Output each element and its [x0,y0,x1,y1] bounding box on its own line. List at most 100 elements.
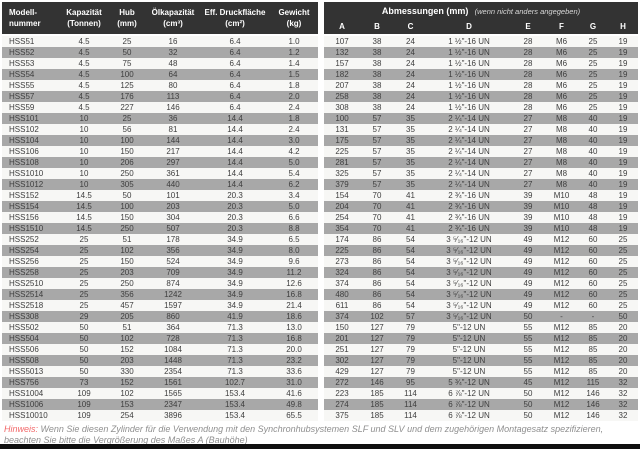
table-cell: 20 [618,345,628,354]
table-cell: 20 [618,334,628,343]
table-cell: 2347 [164,400,182,409]
table-cell: 297 [166,158,180,167]
table-cell: 14.4 [227,169,243,178]
dimensions-table-body: 107 38 24 1 ½"-16 UN 28 M6 25 19 132 38 24 1 ½"-16 … [324,36,638,421]
table-cell: 1 ½"-16 UN [448,37,490,46]
table-cell: 27 [523,114,533,123]
table-cell: 19 [618,70,628,79]
table-cell: 258 [335,92,349,101]
specs-table-header: Modell- nummer Kapazität (Tonnen) Hub (m… [2,2,318,36]
col-header-G: G [578,19,608,36]
table-cell: 250 [120,224,134,233]
spec-tables-container: Modell- nummer Kapazität (Tonnen) Hub (m… [2,2,638,421]
table-cell: M12 [553,356,570,365]
table-cell: M6 [555,81,568,90]
table-cell: 3 ⁵⁄₁₆"-12 UN [446,246,492,255]
col-header-pressure-area: Eff. Druckfläche (cm²) [200,2,270,36]
table-row: HSS1010 10 250 361 14.4 5.4 [2,168,318,179]
table-cell: 60 [588,279,598,288]
table-cell: 24 [406,92,415,101]
table-row: HSS10010 109 254 3896 153.4 65.5 [2,410,318,421]
table-cell: 1 ½"-16 UN [448,81,490,90]
table-cell: 85 [588,323,598,332]
table-cell: 34.9 [227,301,243,310]
table-cell: 71.3 [227,367,243,376]
table-cell: 5.0 [288,202,300,211]
table-cell: 127 [370,345,384,354]
table-cell: 254 [120,411,134,420]
table-cell: 25 [588,81,598,90]
table-cell: 27 [523,169,533,178]
table-cell: 728 [166,334,180,343]
table-cell: 54 [406,246,415,255]
table-row: 308 38 24 1 ½"-16 UN 28 M6 25 19 [324,102,638,113]
table-cell: 2 ¼"-14 UN [448,147,490,156]
table-cell: 16.8 [286,290,302,299]
table-cell: 153.4 [224,400,246,409]
table-cell: 25 [618,279,628,288]
table-cell: 40 [588,136,598,145]
table-cell: 225 [335,147,349,156]
table-cell: 50 [523,389,533,398]
table-cell: 25 [79,268,89,277]
table-cell: 102 [120,389,134,398]
table-cell: M12 [553,257,570,266]
table-row: HSS508 50 203 1448 71.3 23.2 [2,355,318,366]
table-cell: 127 [370,356,384,365]
col-header-model-line2: nummer [9,19,41,28]
table-cell: 10 [79,180,89,189]
table-cell: HSS52 [9,48,35,57]
table-cell: HSS258 [9,268,39,277]
table-row: 131 57 35 2 ¼"-14 UN 27 M8 40 19 [324,124,638,135]
table-cell: 20.3 [227,202,243,211]
table-cell: HSS1004 [9,389,44,398]
table-cell: 109 [77,411,91,420]
table-cell: HSS508 [9,356,39,365]
table-cell: 48 [588,191,598,200]
table-cell: 174 [335,235,349,244]
table-cell: 203 [166,202,180,211]
table-cell: 32 [618,378,628,387]
table-row: HSS59 4.5 227 146 6.4 2.4 [2,102,318,113]
table-cell: 80 [168,81,178,90]
table-cell: 308 [335,103,349,112]
table-cell: 3.4 [288,191,300,200]
table-cell: 379 [335,180,349,189]
table-cell: 8.0 [288,246,300,255]
col-header-F: F [545,19,578,36]
table-cell: 50 [79,367,89,376]
table-cell: 31.0 [286,378,302,387]
table-cell: 71.3 [227,334,243,343]
table-cell: 19 [618,103,628,112]
table-row: HSS756 73 152 1561 102.7 31.0 [2,377,318,388]
table-cell: 71.3 [227,356,243,365]
table-row: 374 102 57 3 ⁵⁄₁₆"-12 UN 50 - - 50 [324,311,638,322]
table-cell: 5"-12 UN [452,334,486,343]
table-row: 207 38 24 1 ½"-16 UN 28 M6 25 19 [324,80,638,91]
table-cell: 16.8 [286,334,302,343]
table-cell: 20 [618,323,628,332]
table-cell: 85 [588,367,598,376]
table-cell: 4.5 [78,37,90,46]
table-cell: 205 [120,312,134,321]
table-cell: 51 [122,323,132,332]
col-header-D: D [427,19,511,36]
table-cell: 114 [404,389,417,398]
table-cell: M12 [553,268,570,277]
table-cell: 64 [168,70,178,79]
table-cell: 2 ¾"-16 UN [448,224,490,233]
table-cell: 356 [166,246,180,255]
table-cell: 49.8 [286,400,302,409]
table-cell: 176 [120,92,134,101]
table-row: 174 86 54 3 ⁵⁄₁₆"-12 UN 49 M12 60 25 [324,234,638,245]
table-cell: 153 [120,400,134,409]
table-cell: 10 [79,125,89,134]
table-cell: 49 [523,246,533,255]
table-cell: 203 [120,356,134,365]
table-cell: 25 [588,70,598,79]
table-cell: 5.0 [288,158,300,167]
table-cell: M12 [553,279,570,288]
table-cell: 40 [588,169,598,178]
table-cell: 34.9 [227,246,243,255]
table-row: HSS506 50 152 1084 71.3 20.0 [2,344,318,355]
